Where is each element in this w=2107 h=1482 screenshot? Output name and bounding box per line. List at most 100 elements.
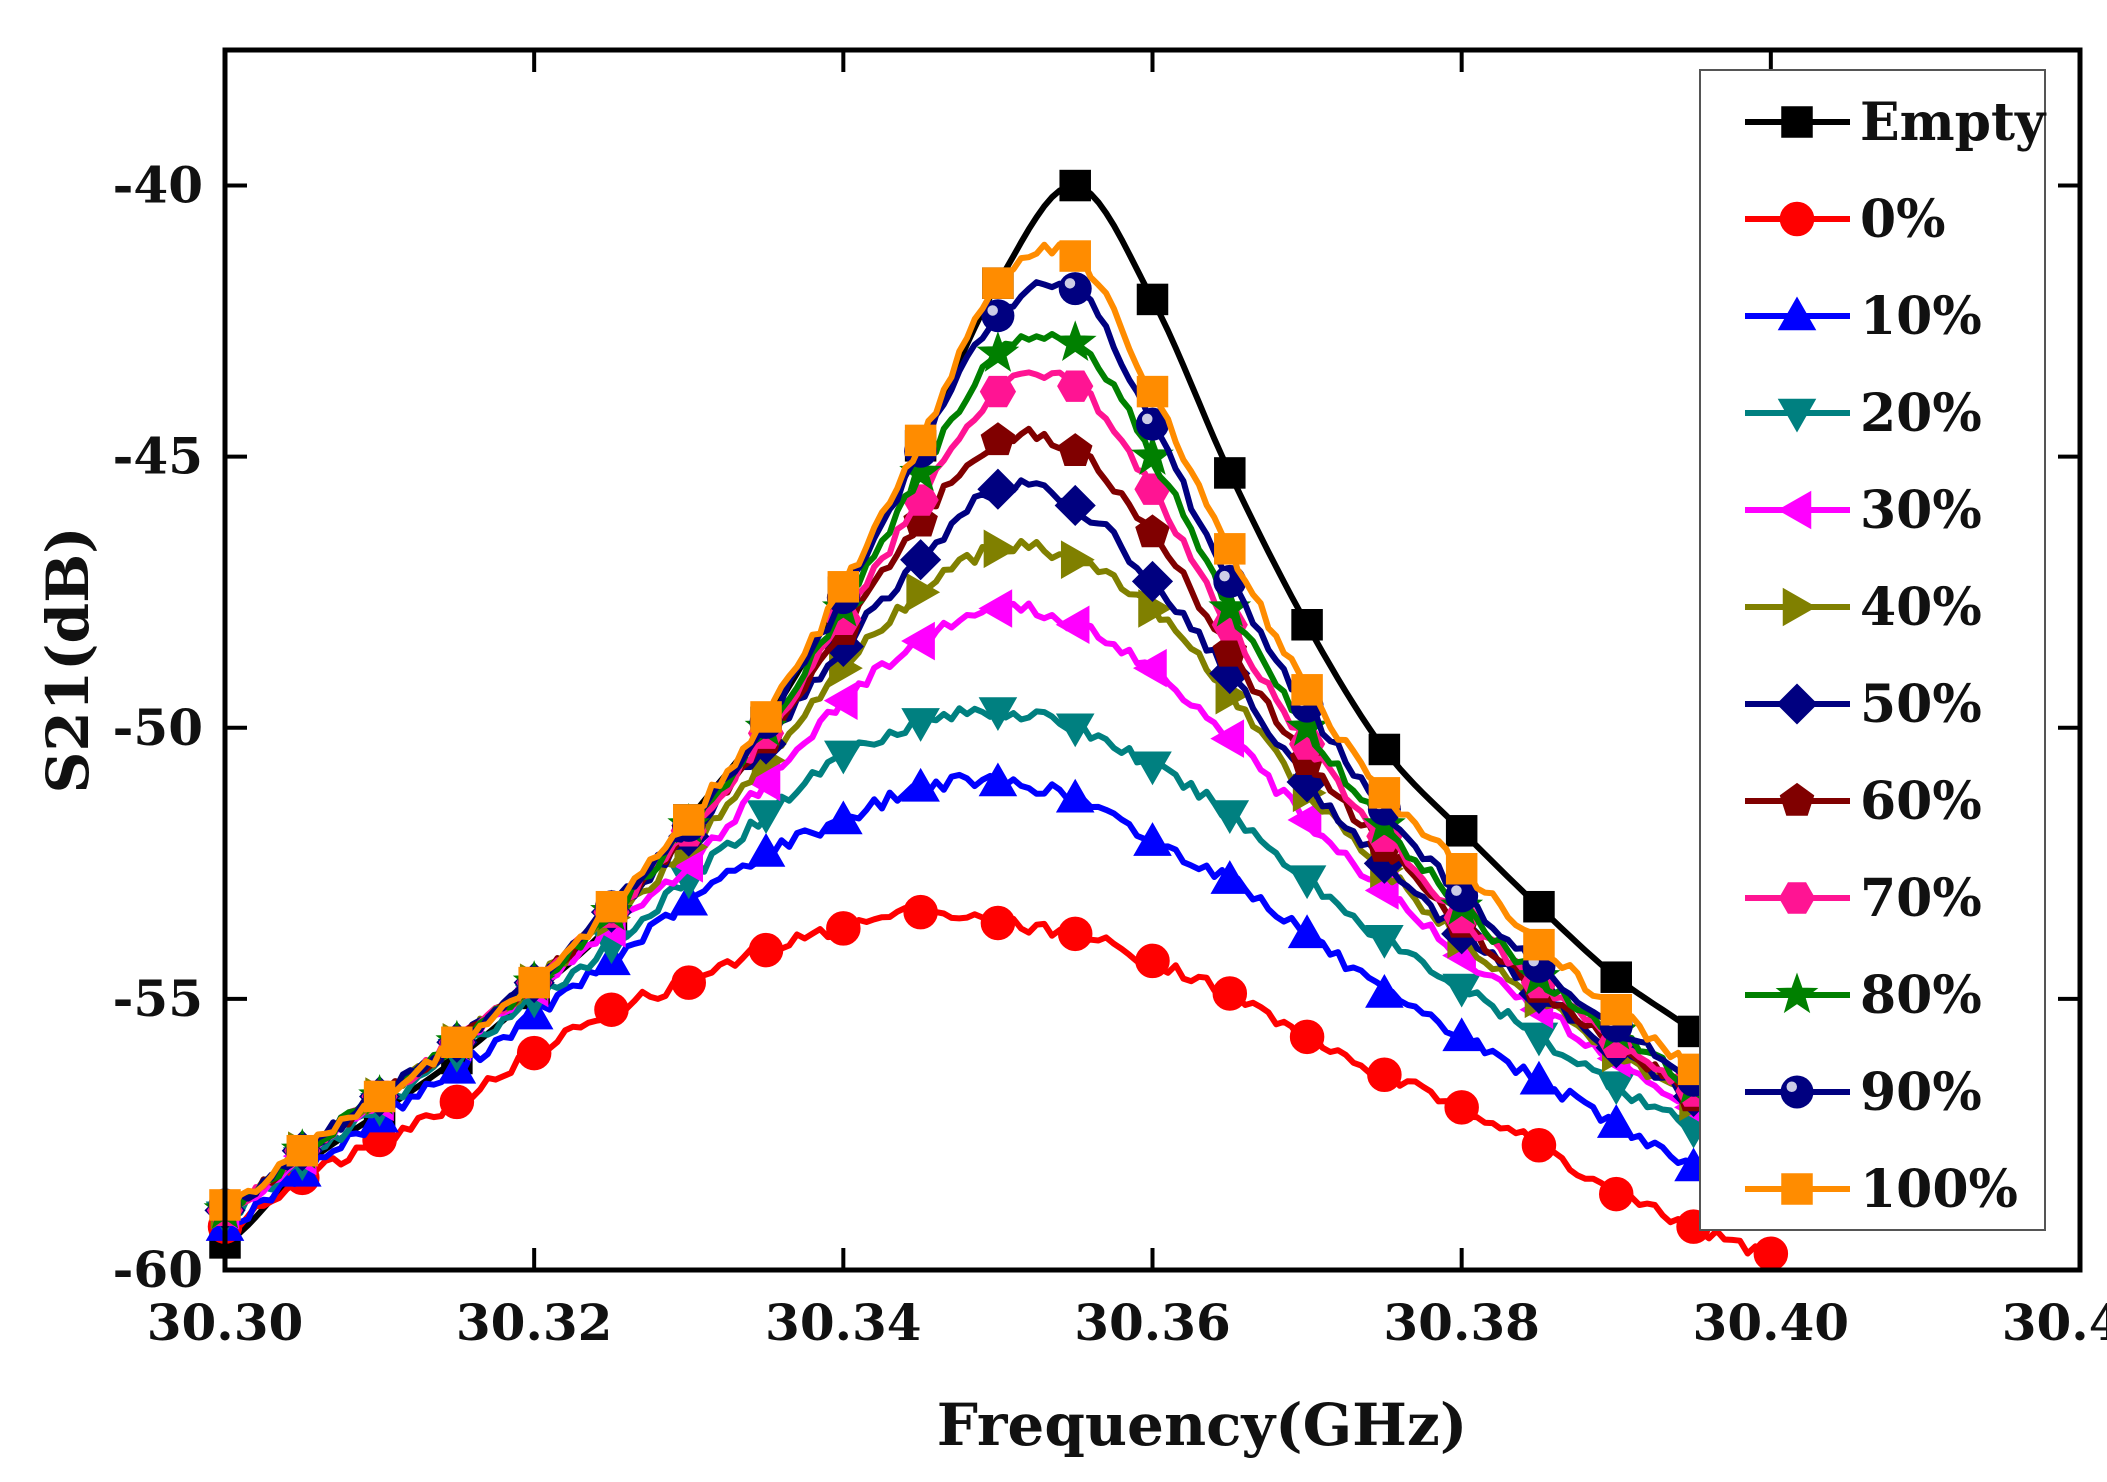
x-tick-label: 30.38: [1383, 1293, 1540, 1352]
x-tick-label: 30.34: [765, 1293, 922, 1352]
data-point-marker: [1365, 924, 1404, 959]
data-point-marker: [286, 1134, 319, 1167]
data-point-marker: [1600, 993, 1632, 1026]
data-point-marker: [746, 800, 786, 835]
legend-marker: [1781, 1173, 1813, 1205]
data-point-marker: [746, 832, 786, 867]
data-point-marker: [983, 529, 1018, 569]
legend-label: 40%: [1860, 577, 1982, 638]
data-point-marker: [903, 894, 938, 930]
data-point-marker: [363, 1080, 396, 1113]
data-point-marker: [1596, 1071, 1636, 1106]
legend-entry: 0%: [1745, 189, 1946, 250]
legend-entry: 40%: [1745, 577, 1982, 638]
data-point-marker: [1367, 1057, 1402, 1093]
data-point-marker: [980, 905, 1016, 941]
data-point-marker: [1445, 879, 1479, 913]
legend-marker: [1780, 1075, 1814, 1109]
data-point-marker: [1059, 169, 1091, 202]
data-point-marker: [1059, 240, 1091, 272]
data-point-marker: [1753, 1236, 1789, 1271]
data-point-marker: [1521, 1128, 1557, 1163]
data-point-marker: [823, 681, 858, 720]
data-point-marker: [1365, 973, 1404, 1008]
legend-entry: 90%: [1745, 1062, 1982, 1123]
data-point-marker: [906, 572, 941, 612]
data-point-marker: [1133, 751, 1172, 786]
legend-entry: 50%: [1745, 674, 1982, 735]
legend-marker: [1778, 882, 1816, 914]
data-point-marker: [1133, 822, 1172, 856]
legend-entry: 60%: [1745, 771, 1982, 832]
y-tick-label: -45: [113, 427, 203, 486]
data-point-marker: [750, 701, 782, 733]
data-point-marker: [1054, 484, 1096, 527]
data-point-marker: [1055, 713, 1095, 748]
legend-entry: Empty: [1745, 92, 2047, 153]
data-point-marker: [1055, 605, 1090, 645]
x-tick-label: 30.30: [147, 1293, 304, 1352]
data-point-marker: [1600, 961, 1632, 993]
legend-entry: 100%: [1745, 1159, 2018, 1220]
x-tick-label: 30.32: [456, 1293, 613, 1352]
plot-area-frame: [222, 47, 2083, 1273]
y-axis-title: S21(dB): [34, 526, 102, 793]
data-point-marker: [900, 539, 942, 581]
data-point-marker: [1287, 800, 1322, 840]
data-point-marker: [826, 911, 861, 946]
x-tick-label: 30.42: [2002, 1293, 2107, 1352]
legend-marker: [1777, 490, 1812, 530]
legend-label: Empty: [1860, 92, 2047, 153]
data-point-marker: [982, 267, 1014, 299]
data-point-marker: [1523, 890, 1555, 923]
legend-label: 80%: [1860, 965, 1982, 1026]
y-tick-label: -40: [113, 156, 203, 215]
data-point-marker: [1135, 514, 1170, 548]
data-point-marker: [979, 375, 1017, 408]
data-point-marker: [980, 422, 1016, 456]
data-point-marker: [671, 965, 706, 1000]
legend-box: [1699, 69, 2046, 1231]
data-point-marker: [1058, 272, 1092, 306]
data-point-marker: [1057, 433, 1093, 466]
legend-label: 60%: [1860, 771, 1982, 832]
data-point-marker: [824, 800, 863, 835]
data-point-marker: [901, 708, 940, 742]
data-point-marker: [901, 621, 935, 661]
data-point-marker: [1519, 1060, 1559, 1095]
data-point-marker: [1055, 778, 1095, 813]
data-point-marker: [1132, 648, 1167, 688]
data-point-marker: [1442, 1017, 1481, 1052]
data-point-marker: [1287, 865, 1327, 900]
data-point-marker: [1210, 800, 1250, 835]
data-point-marker: [1210, 719, 1245, 758]
data-point-marker: [1445, 815, 1478, 847]
data-point-marker: [1368, 777, 1401, 809]
tick-labels: 30.30 30.32 30.34 30.36 30.38 30.40 30.42 -60 -5…: [113, 156, 2107, 1352]
y-tick-label: -50: [113, 698, 203, 757]
data-point-marker: [1442, 973, 1481, 1008]
data-point-marker: [595, 890, 628, 923]
legend-marker: [1777, 296, 1817, 331]
data-point-marker: [977, 468, 1019, 510]
data-point-marker: [1136, 407, 1169, 441]
data-point-marker: [1596, 1104, 1636, 1138]
data-point-marker: [516, 1035, 552, 1071]
legend-marker: [1779, 201, 1815, 237]
legend-label: 50%: [1860, 674, 1982, 735]
legend-label: 0%: [1860, 189, 1946, 250]
data-point-marker: [1368, 733, 1401, 766]
data-point-marker: [1135, 943, 1170, 979]
legend-label: 20%: [1860, 383, 1982, 444]
data-point-marker: [1053, 320, 1097, 361]
data-point-marker: [1599, 1176, 1634, 1212]
legend-marker: [1777, 398, 1817, 433]
y-tick-label: -55: [113, 969, 203, 1028]
data-point-marker: [1285, 705, 1329, 746]
legend-label: 30%: [1860, 480, 1982, 541]
data-point-marker: [904, 424, 937, 457]
legend-label: 90%: [1860, 1062, 1982, 1123]
data-point-marker: [1136, 375, 1169, 408]
data-point-marker: [748, 932, 784, 968]
